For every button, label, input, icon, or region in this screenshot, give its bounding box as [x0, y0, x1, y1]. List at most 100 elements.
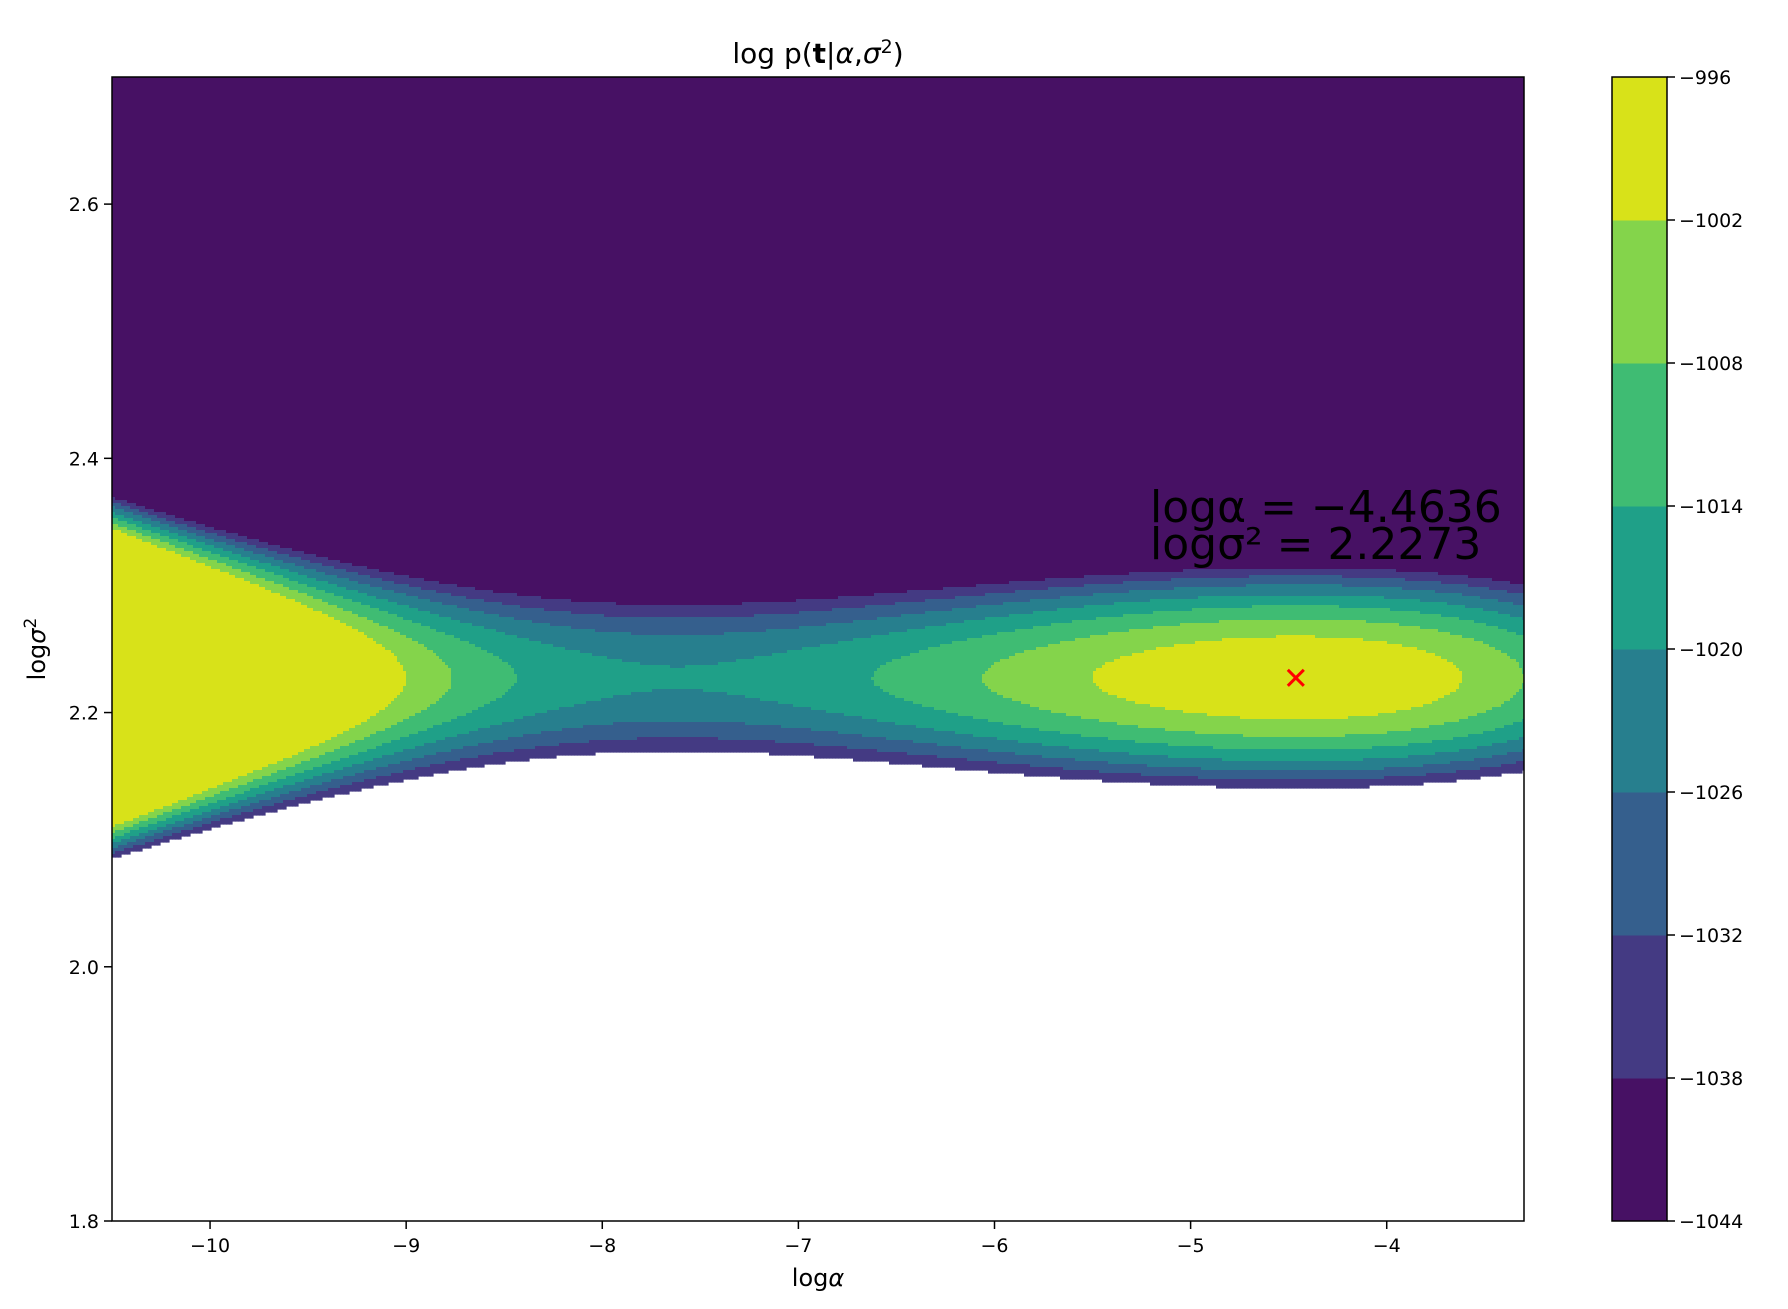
- contour-cell: [790, 704, 794, 729]
- contour-cell: [592, 701, 596, 726]
- contour-cell: [706, 605, 710, 618]
- contour-cell: [670, 77, 674, 606]
- contour-cell: [883, 617, 887, 636]
- contour-cell: [199, 821, 203, 828]
- contour-cell: [1147, 743, 1151, 756]
- contour-cell: [820, 746, 824, 759]
- contour-cell: [151, 812, 155, 819]
- contour-cell: [997, 695, 1001, 723]
- contour-cell: [262, 578, 266, 588]
- contour-cell: [520, 737, 524, 750]
- contour-cell: [1351, 569, 1355, 579]
- contour-cell: [313, 599, 317, 612]
- contour-cell: [1177, 587, 1181, 600]
- contour-cell: [331, 77, 335, 561]
- contour-cell: [1405, 626, 1409, 648]
- contour-cell: [1288, 620, 1292, 636]
- contour-cell: [862, 719, 866, 738]
- contour-cell: [985, 719, 989, 738]
- contour-cell: [1054, 758, 1058, 768]
- contour-cell: [976, 77, 980, 585]
- contour-cell: [199, 77, 203, 525]
- contour-cell: [1240, 761, 1244, 771]
- contour-cell: [1159, 599, 1163, 612]
- contour-cell: [475, 77, 479, 591]
- contour-cell: [358, 782, 362, 792]
- contour-cell: [793, 77, 797, 603]
- contour-cell: [448, 617, 452, 636]
- contour-cell: [205, 551, 209, 558]
- contour-cell: [283, 770, 287, 780]
- contour-cell: [238, 569, 242, 579]
- contour-cell: [169, 812, 173, 819]
- contour-cell: [1192, 77, 1196, 570]
- contour-cell: [1345, 734, 1349, 750]
- contour-cell: [1300, 77, 1304, 570]
- contour-cell: [118, 527, 122, 531]
- contour-cell: [361, 605, 365, 618]
- contour-cell: [499, 632, 503, 660]
- contour-cell: [343, 746, 347, 759]
- contour-cell: [1108, 632, 1112, 663]
- contour-cell: [514, 719, 518, 738]
- contour-cell: [1288, 779, 1292, 789]
- contour-cell: [1135, 755, 1139, 765]
- contour-cell: [292, 581, 296, 591]
- contour-cell: [202, 524, 206, 531]
- contour-cell: [1216, 569, 1220, 579]
- contour-cell: [193, 803, 197, 810]
- contour-cell: [1228, 578, 1232, 588]
- contour-cell: [418, 746, 422, 759]
- contour-cell: [379, 77, 383, 573]
- contour-cell: [550, 599, 554, 612]
- contour-cell: [220, 548, 224, 558]
- contour-cell: [160, 542, 164, 549]
- contour-cell: [208, 818, 212, 825]
- contour-cell: [229, 566, 233, 576]
- contour-cell: [1375, 587, 1379, 597]
- contour-cell: [244, 551, 248, 558]
- contour-cell: [883, 605, 887, 618]
- contour-cell: [508, 605, 512, 618]
- contour-cell: [238, 542, 242, 549]
- contour-cell: [1306, 77, 1310, 570]
- contour-cell: [1297, 749, 1301, 762]
- contour-cell: [1252, 737, 1256, 750]
- contour-cell: [784, 704, 788, 729]
- contour-cell: [1105, 761, 1109, 774]
- contour-cell: [1111, 752, 1115, 765]
- contour-cell: [145, 512, 149, 519]
- contour-cell: [1123, 581, 1127, 594]
- contour-cell: [1333, 77, 1337, 570]
- contour-cell: [1351, 578, 1355, 588]
- contour-cell: [388, 590, 392, 603]
- contour-cell: [496, 656, 500, 699]
- contour-cell: [808, 647, 812, 708]
- contour-cell: [139, 533, 143, 540]
- contour-cell: [403, 749, 407, 762]
- contour-cell: [1258, 605, 1262, 621]
- contour-cell: [1390, 611, 1394, 624]
- contour-cell: [904, 602, 908, 615]
- contour-cell: [439, 698, 443, 726]
- contour-cell: [1183, 644, 1187, 714]
- contour-cell: [346, 611, 350, 627]
- contour-cell: [178, 800, 182, 810]
- contour-cell: [1282, 584, 1286, 597]
- contour-cell: [970, 620, 974, 639]
- contour-cell: [787, 728, 791, 744]
- contour-cell: [247, 551, 251, 558]
- contour-cell: [1270, 605, 1274, 621]
- contour-cell: [286, 578, 290, 588]
- contour-cell: [1231, 620, 1235, 639]
- contour-cell: [1294, 719, 1298, 738]
- contour-cell: [1114, 602, 1118, 618]
- contour-cell: [1228, 734, 1232, 750]
- contour-cell: [205, 824, 209, 831]
- contour-cell: [913, 755, 917, 765]
- contour-cell: [1042, 767, 1046, 777]
- contour-cell: [1270, 620, 1274, 639]
- contour-cell: [721, 722, 725, 741]
- contour-cell: [1135, 602, 1139, 615]
- contour-cell: [1369, 779, 1373, 786]
